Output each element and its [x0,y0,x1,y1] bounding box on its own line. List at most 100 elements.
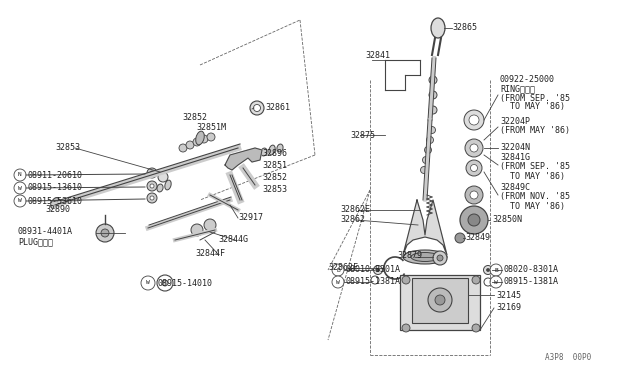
Text: 32865: 32865 [452,23,477,32]
Circle shape [464,110,484,130]
Circle shape [420,167,428,173]
Circle shape [429,91,437,99]
Circle shape [332,276,344,288]
Circle shape [162,280,168,286]
Text: 08020-8301A: 08020-8301A [504,266,559,275]
Circle shape [437,255,443,261]
Text: 08915-1381A: 08915-1381A [346,278,401,286]
Circle shape [147,168,157,178]
Circle shape [402,324,410,332]
Text: 32849C: 32849C [500,183,530,192]
Ellipse shape [403,250,447,264]
Circle shape [424,147,431,154]
Circle shape [469,115,479,125]
Text: 08915-13610: 08915-13610 [28,183,83,192]
Circle shape [465,139,483,157]
Circle shape [376,269,380,272]
Ellipse shape [196,131,204,145]
Text: 08911-20610: 08911-20610 [28,170,83,180]
Text: 32145: 32145 [496,291,521,299]
Circle shape [374,266,383,275]
Circle shape [147,193,157,203]
Text: W: W [146,280,150,285]
Circle shape [200,135,208,143]
Text: TO MAY '86): TO MAY '86) [500,103,565,112]
Circle shape [150,196,154,200]
Text: 32862F: 32862F [328,263,358,273]
Circle shape [435,295,445,305]
Text: 32841G: 32841G [500,154,530,163]
Text: 32204N: 32204N [500,144,530,153]
Text: 32875: 32875 [350,131,375,140]
Text: 32861: 32861 [265,103,290,112]
Text: 32879: 32879 [397,251,422,260]
Circle shape [141,276,155,290]
Text: W: W [494,279,498,285]
Text: (FROM MAY '86): (FROM MAY '86) [500,126,570,135]
Text: RINGリング: RINGリング [500,84,535,93]
Text: 32844G: 32844G [218,235,248,244]
Text: 32853: 32853 [262,185,287,193]
Text: A3P8  00P0: A3P8 00P0 [545,353,591,362]
Circle shape [433,251,447,265]
Circle shape [150,184,154,188]
Text: W: W [18,199,22,203]
Circle shape [466,160,482,176]
Circle shape [470,191,478,199]
Circle shape [101,229,109,237]
Circle shape [465,186,483,204]
Circle shape [14,195,26,207]
Text: PLUGプラグ: PLUGプラグ [18,237,53,247]
Circle shape [429,76,437,84]
Text: 32844F: 32844F [195,250,225,259]
Circle shape [402,276,410,284]
Circle shape [204,219,216,231]
Circle shape [147,181,157,191]
Ellipse shape [261,148,267,156]
Circle shape [486,269,490,272]
Circle shape [470,164,477,171]
Circle shape [468,214,480,226]
Ellipse shape [411,253,439,262]
Text: 32849: 32849 [465,234,490,243]
Circle shape [470,144,478,152]
Text: 32169: 32169 [496,304,521,312]
Text: W: W [18,186,22,190]
Circle shape [14,169,26,181]
Text: 32853: 32853 [55,144,80,153]
Text: N: N [18,173,22,177]
Ellipse shape [157,184,163,192]
Circle shape [179,144,187,152]
Text: 32850N: 32850N [492,215,522,224]
Circle shape [158,172,168,182]
Circle shape [472,324,480,332]
Text: 32862: 32862 [340,215,365,224]
Polygon shape [403,200,447,255]
Circle shape [96,224,114,242]
Text: B: B [336,267,340,273]
Circle shape [428,288,452,312]
Text: (FROM SEP. '85: (FROM SEP. '85 [500,93,570,103]
Ellipse shape [51,198,60,208]
Text: 08915-14010: 08915-14010 [158,279,213,288]
Text: 08931-4401A: 08931-4401A [18,228,73,237]
Bar [400,275,480,330]
Circle shape [472,276,480,284]
Text: 32896: 32896 [262,148,287,157]
Circle shape [186,141,194,149]
Text: 32204P: 32204P [500,118,530,126]
Text: 32852: 32852 [182,113,207,122]
Circle shape [460,206,488,234]
Circle shape [191,224,203,236]
Text: 32851M: 32851M [196,124,226,132]
Circle shape [207,133,215,141]
Circle shape [429,106,437,114]
Circle shape [193,138,201,146]
Text: TO MAY '86): TO MAY '86) [500,202,565,211]
Text: B: B [494,267,498,273]
Circle shape [490,264,502,276]
Circle shape [483,266,493,275]
Circle shape [150,171,154,175]
Text: 32917: 32917 [238,214,263,222]
Text: 32841: 32841 [365,51,390,60]
